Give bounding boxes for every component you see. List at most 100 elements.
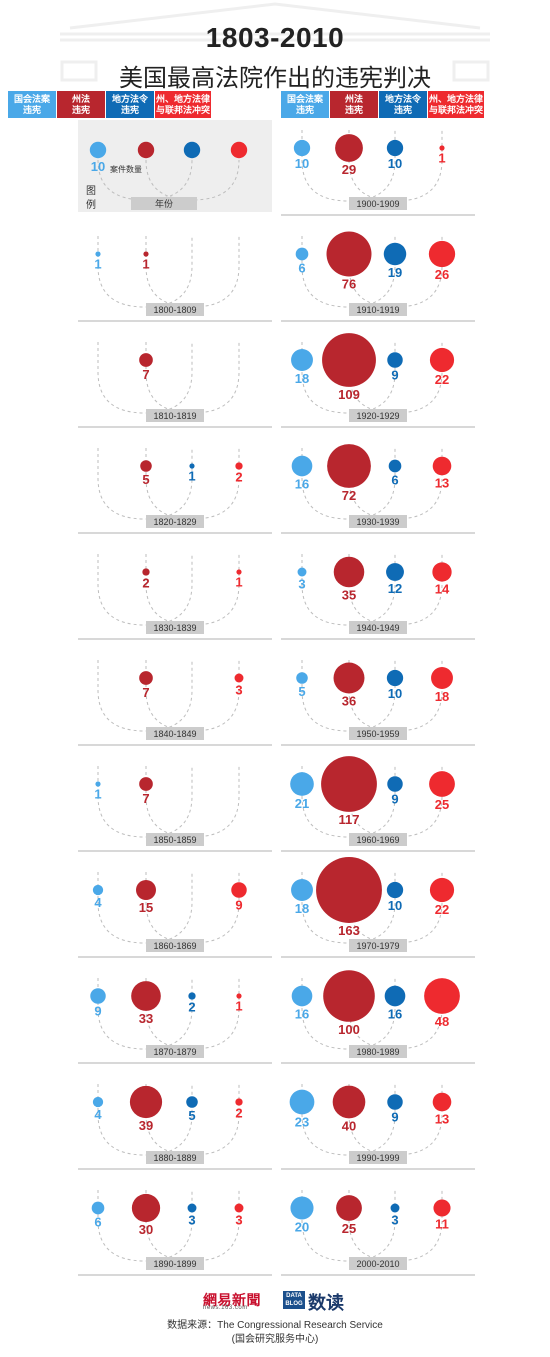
netease-news-logo: 網易新聞 — [203, 1292, 261, 1308]
bubble-value: 9 — [94, 1004, 101, 1019]
column-header-line2: 违宪 — [120, 104, 139, 115]
year-label: 1840-1849 — [153, 729, 196, 739]
bubble-conflict — [235, 1098, 243, 1106]
bubble-congress — [295, 247, 309, 261]
bubble-value: 23 — [295, 1114, 309, 1129]
bubble-value: 3 — [235, 682, 242, 697]
bubble-local — [189, 463, 195, 469]
dashed-arc — [97, 236, 193, 308]
bubble-value: 117 — [339, 812, 360, 827]
bubble-value: 9 — [391, 1110, 398, 1125]
year-label: 1850-1859 — [153, 835, 196, 845]
year-label: 2000-2010 — [356, 1259, 399, 1269]
bubble-conflict — [429, 877, 455, 903]
bubble-value: 4 — [94, 895, 102, 910]
bubble-state — [333, 662, 365, 694]
bubble-local — [186, 1096, 198, 1108]
year-label-bg — [146, 303, 204, 316]
column-header-line2: 违宪 — [393, 104, 412, 115]
column-header-line1: 地方法令 — [384, 93, 421, 104]
bubble-conflict — [432, 456, 452, 476]
bubble-state — [336, 1195, 362, 1221]
bubble-local — [386, 669, 404, 687]
legend-dashed-arc — [97, 159, 193, 201]
bubble-value: 11 — [435, 1217, 449, 1232]
year-label: 1950-1959 — [356, 729, 399, 739]
bubble-state — [131, 981, 161, 1011]
column-header-state-left: 州法 违宪 — [57, 91, 105, 118]
bubble-local — [387, 1094, 403, 1110]
legend-bubble-congress — [89, 141, 107, 159]
shudu-logo: 数读 — [308, 1293, 344, 1313]
bubble-value: 22 — [435, 902, 449, 917]
chart-title: 1803-2010 — [205, 22, 345, 53]
year-label-bg — [349, 727, 407, 740]
year-label-bg — [146, 1045, 204, 1058]
year-label: 1920-1929 — [356, 411, 399, 421]
column-header-line1: 州法 — [71, 93, 90, 104]
bubble-value: 16 — [388, 1006, 402, 1021]
bubble-conflict — [432, 562, 452, 582]
column-header-line2: 违宪 — [22, 104, 41, 115]
bubble-value: 22 — [435, 372, 449, 387]
bubble-congress — [293, 139, 311, 157]
legend-bubble-state — [137, 141, 155, 159]
bubble-value: 16 — [295, 1006, 309, 1021]
bubble-state — [139, 353, 153, 367]
logo-row: 網易新聞 news.163.com DATA BLOG 数读 — [0, 1290, 550, 1313]
dashed-arc — [97, 978, 193, 1050]
legend-label: 例 — [86, 198, 96, 211]
bubble-congress — [291, 985, 313, 1007]
bubble-value: 13 — [435, 475, 449, 490]
bubble-local — [386, 563, 404, 581]
year-label: 1930-1939 — [356, 517, 399, 527]
bubble-congress — [91, 1201, 105, 1215]
dashed-arc — [97, 872, 193, 944]
year-label: 1800-1809 — [153, 305, 196, 315]
bubble-local — [187, 1203, 197, 1213]
bubble-value: 10 — [388, 898, 402, 913]
bubble-state — [136, 880, 156, 900]
bubble-value: 36 — [342, 693, 356, 708]
bubble-local — [188, 992, 196, 1000]
bubble-congress — [290, 1196, 314, 1220]
bubble-congress — [291, 349, 313, 371]
legend-year-label: 年份 — [155, 198, 173, 209]
bubble-congress — [95, 781, 101, 787]
year-label-bg — [349, 621, 407, 634]
column-header-congress-right: 国会法案 违宪 — [281, 91, 329, 118]
year-label-bg — [146, 621, 204, 634]
bubble-conflict — [433, 1199, 451, 1217]
bubble-conflict — [428, 240, 456, 268]
bubble-local — [386, 881, 404, 899]
bubble-value: 7 — [142, 791, 149, 806]
bubble-value: 30 — [139, 1222, 153, 1237]
bubble-value: 5 — [188, 1108, 195, 1123]
bubble-local — [384, 985, 406, 1007]
year-label-bg — [349, 409, 407, 422]
bubble-state — [129, 1085, 163, 1119]
bubble-value: 3 — [188, 1212, 195, 1227]
year-label: 1890-1899 — [153, 1259, 196, 1269]
bubble-value: 6 — [298, 260, 305, 275]
bubble-value: 19 — [388, 265, 402, 280]
bubble-value: 3 — [235, 1212, 242, 1227]
bubble-congress — [289, 1089, 315, 1115]
column-header-line2: 违宪 — [344, 104, 363, 115]
dashed-arc — [97, 342, 193, 414]
bubble-state — [322, 333, 376, 387]
year-label-bg — [349, 939, 407, 952]
bubble-state — [316, 857, 382, 923]
dashed-arc — [97, 1190, 193, 1262]
legend-bubble-local — [183, 141, 201, 159]
bubble-value: 39 — [139, 1118, 153, 1133]
column-header-line2: 与联邦法冲突 — [429, 104, 484, 115]
bubble-value: 14 — [435, 582, 450, 597]
bubble-value: 18 — [295, 371, 309, 386]
year-label: 1900-1909 — [356, 199, 399, 209]
bubble-value: 9 — [391, 368, 398, 383]
column-header-line2: 违宪 — [71, 104, 90, 115]
bubble-state — [321, 756, 377, 812]
year-label-bg — [146, 939, 204, 952]
